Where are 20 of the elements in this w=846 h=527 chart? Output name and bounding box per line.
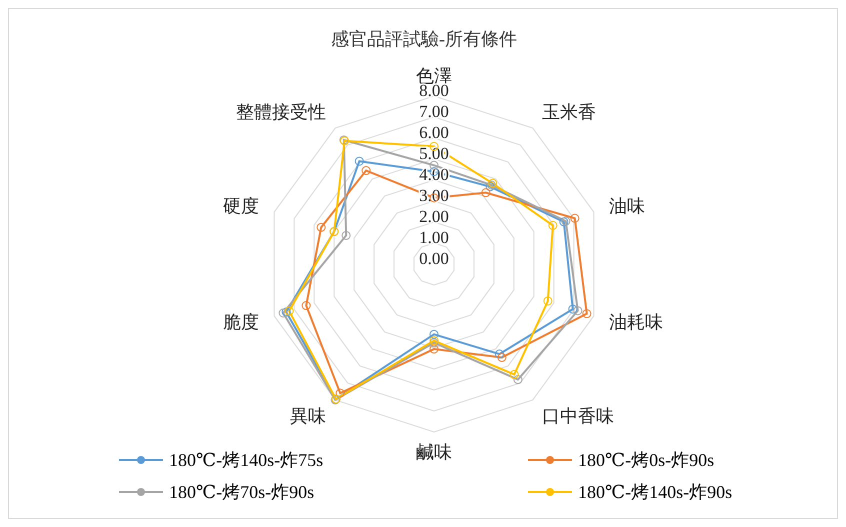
- spoke-label: 整體接受性: [236, 102, 326, 122]
- legend-label: 180℃-烤0s-炸90s: [578, 449, 714, 472]
- legend-label: 180℃-烤140s-炸75s: [169, 449, 324, 472]
- spoke-label: 脆度: [223, 312, 260, 332]
- spoke-label: 鹹味: [416, 442, 452, 462]
- y-tick-label: 0.00: [419, 249, 449, 268]
- spoke-label: 硬度: [223, 196, 260, 216]
- spoke-label: 油耗味: [608, 312, 663, 332]
- chart-title: 感官品評試驗-所有條件: [330, 28, 518, 51]
- legend-label: 180℃-烤140s-炸90s: [578, 481, 732, 504]
- legend-label: 180℃-烤70s-炸90s: [169, 481, 314, 504]
- y-tick-label: 6.00: [419, 123, 449, 142]
- y-tick-label: 1.00: [419, 228, 449, 247]
- spoke-label: 異味: [290, 406, 326, 426]
- spoke-label: 口中香味: [542, 406, 614, 426]
- spoke-label: 油味: [608, 196, 645, 216]
- y-tick-label: 7.00: [419, 102, 449, 121]
- spoke-label: 玉米香: [542, 102, 596, 122]
- y-tick-label: 2.00: [419, 207, 449, 226]
- y-tick-label: 5.00: [419, 144, 449, 163]
